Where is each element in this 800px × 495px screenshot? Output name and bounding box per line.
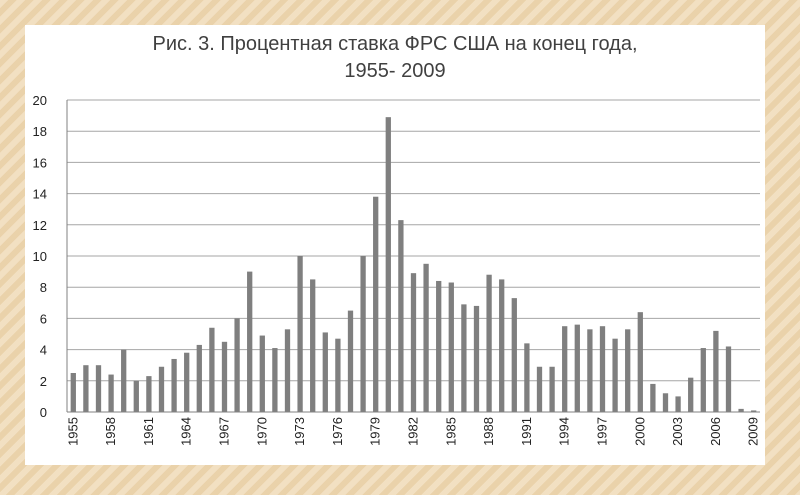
x-tick-label: 1967 <box>217 417 232 446</box>
x-tick-label: 1997 <box>595 417 610 446</box>
bar-2004 <box>688 377 694 412</box>
bar-1977 <box>347 310 354 412</box>
bar-2003 <box>675 396 681 412</box>
bar-1966 <box>209 327 215 412</box>
bar-1981 <box>398 220 404 412</box>
bar-1965 <box>196 344 202 412</box>
bar-1962 <box>158 366 165 412</box>
x-tick-label: 1988 <box>481 417 496 446</box>
x-tick-label: 1973 <box>292 417 307 446</box>
bar-2005 <box>700 348 706 412</box>
bar-1984 <box>436 280 442 412</box>
x-tick-label: 2006 <box>708 417 723 446</box>
x-tick-label: 1982 <box>406 417 421 446</box>
bar-1960 <box>133 380 139 412</box>
bar-1974 <box>310 279 316 412</box>
bar-1995 <box>574 324 580 412</box>
x-tick-label: 1958 <box>103 417 118 446</box>
bar-1978 <box>360 256 366 412</box>
x-tick-label: 1955 <box>65 417 80 446</box>
bar-1964 <box>184 352 190 412</box>
y-tick-label: 18 <box>33 124 47 139</box>
y-tick-label: 4 <box>40 343 47 358</box>
bar-1956 <box>83 365 89 412</box>
x-tick-label: 1985 <box>443 417 458 446</box>
bar-2001 <box>650 383 656 412</box>
bar-1993 <box>549 366 555 412</box>
x-tick-label: 2000 <box>632 417 647 446</box>
slide-panel: Рис. 3. Процентная ставка ФРС США на кон… <box>25 25 765 465</box>
x-tick-labels: 1955 1958 1961 1964 1967 1970 1973 1976 1979 1982… <box>65 417 760 446</box>
bar-1991 <box>524 343 530 412</box>
bar-1985 <box>448 282 454 412</box>
bar-1999 <box>625 329 631 412</box>
bar-1957 <box>95 365 102 412</box>
x-tick-label: 1979 <box>368 417 383 446</box>
bar-1979 <box>373 196 379 412</box>
bar-1967 <box>221 341 228 412</box>
x-tick-label: 2009 <box>746 417 761 446</box>
bar-1972 <box>284 329 291 412</box>
bar-2000 <box>637 312 643 412</box>
bar-1997 <box>599 326 606 412</box>
bar-1980 <box>385 117 391 412</box>
bar-1969 <box>247 271 253 412</box>
bar-1989 <box>499 279 505 412</box>
y-tick-label: 16 <box>33 155 47 170</box>
bar-2009 <box>751 410 757 412</box>
bar-1987 <box>473 305 480 412</box>
chart-subtitle: 1955- 2009 <box>344 60 446 82</box>
bar-2008 <box>738 408 744 412</box>
bar-1996 <box>587 329 593 412</box>
bar-2007 <box>725 346 732 412</box>
bar-1970 <box>259 335 265 412</box>
bar-1990 <box>511 298 517 412</box>
x-tick-label: 1991 <box>519 417 534 446</box>
chart-title: Рис. 3. Процентная ставка ФРС США на кон… <box>152 33 638 55</box>
bar-1959 <box>121 349 127 412</box>
bar-1983 <box>423 263 429 412</box>
bar-1961 <box>146 376 152 412</box>
bar-1998 <box>612 338 618 412</box>
bar-1992 <box>536 366 543 412</box>
x-tick-label: 1970 <box>254 417 269 446</box>
bar-1976 <box>335 338 341 412</box>
bar-1963 <box>171 358 177 412</box>
x-tick-label: 1976 <box>330 417 345 446</box>
x-tick-label: 2003 <box>670 417 685 446</box>
bar-1975 <box>322 332 328 412</box>
bar-1973 <box>297 256 303 412</box>
bar-1958 <box>108 374 114 412</box>
grid-lines <box>67 99 760 382</box>
chart-title-block: Рис. 3. Процентная ставка ФРС США на кон… <box>25 31 765 85</box>
y-tick-label: 2 <box>40 374 47 389</box>
x-tick-label: 1961 <box>141 417 156 446</box>
bars <box>70 117 757 412</box>
y-tick-label: 0 <box>40 405 47 420</box>
bar-1994 <box>562 326 568 412</box>
bar-1968 <box>234 318 240 412</box>
y-tick-labels: 0 2 4 6 8 10 12 14 16 18 20 <box>33 93 47 420</box>
bar-1986 <box>461 304 467 412</box>
bar-1955 <box>70 373 76 412</box>
bar-2006 <box>713 330 719 412</box>
y-tick-label: 8 <box>40 280 47 295</box>
x-tick-label: 1994 <box>557 417 572 446</box>
bar-2002 <box>662 393 669 412</box>
y-tick-label: 12 <box>33 218 47 233</box>
bar-1971 <box>272 348 278 412</box>
y-tick-label: 14 <box>33 187 47 202</box>
y-tick-label: 20 <box>33 93 47 108</box>
axes <box>66 100 760 413</box>
y-tick-label: 10 <box>33 249 47 264</box>
x-tick-label: 1964 <box>179 417 194 446</box>
bar-1982 <box>410 273 417 412</box>
bar-1988 <box>486 274 492 412</box>
y-tick-label: 6 <box>40 311 47 326</box>
